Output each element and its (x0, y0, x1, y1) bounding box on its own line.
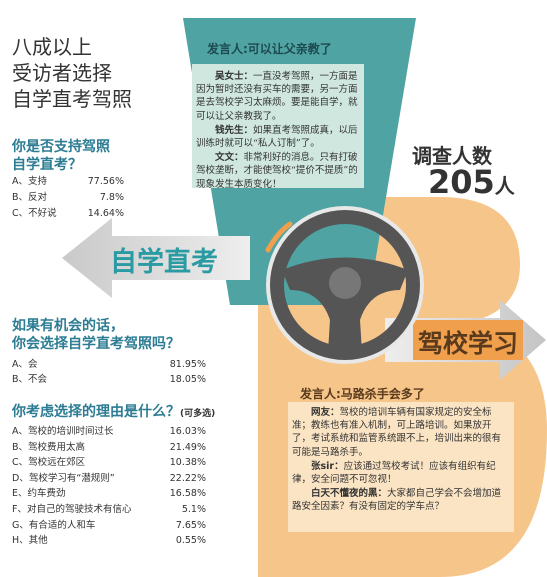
speaker-text: 非常利好的消息。只有打破驾校垄断，才能使驾校“提价不提质”的现象发生本质变化！ (196, 152, 358, 190)
title-line: 你是否支持驾照 (12, 139, 110, 155)
option-row: D、驾校学习有“潜规则” 22.22% (12, 472, 206, 486)
bottom-panel-heading: 发言人:马路杀手会多了 (300, 387, 425, 401)
option-label: C、不好说 (12, 208, 57, 219)
option-percent: 14.64% (87, 208, 124, 219)
option-percent: 7.8% (99, 192, 124, 203)
option-row: B、驾校费用太高 21.49% (12, 441, 206, 455)
option-label: C、驾校远在郊区 (12, 457, 86, 469)
option-label: F、对自己的驾驶技术有信心 (12, 504, 132, 515)
option-percent: 10.38% (169, 457, 206, 469)
title-line: 如果有机会的话， (12, 318, 124, 334)
speaker-paragraph: 网友：驾校的培训车辆有国家规定的安全标准；教练也有准入机制，可上路培训。如果放开… (292, 406, 510, 459)
left-arrow (62, 218, 250, 298)
q1-title: 你是否支持驾照 自学直考？ (12, 138, 110, 174)
survey-label: 调查人数 (412, 144, 492, 168)
speaker-name: 钱先生： (215, 124, 254, 136)
survey-count: 205人 (428, 163, 515, 201)
option-row: A、会 81.95% (12, 358, 206, 372)
speaker-name: 文文： (215, 152, 244, 164)
option-row: F、对自己的驾驶技术有信心 5.1% (12, 503, 206, 517)
headline-line: 自学直考驾照 (12, 87, 132, 111)
option-row: C、驾校远在郊区 10.38% (12, 456, 206, 470)
option-label: G、有合适的人和车 (12, 519, 96, 531)
option-percent: 5.1% (181, 504, 206, 515)
title-line: 自学直考？ (12, 157, 82, 173)
option-label: A、会 (12, 359, 38, 370)
right-arrow-label: 驾校学习 (418, 329, 519, 358)
speaker-name: 网友： (311, 407, 340, 418)
unit: 人 (494, 174, 515, 198)
option-row: E、约车费劲 16.58% (12, 487, 206, 501)
speaker-paragraph: 钱先生：如果直考驾照成真，以后训练时就可以“私人订制”了。 (196, 124, 362, 150)
bottom-panel: 网友：驾校的培训车辆有国家规定的安全标准；教练也有准入机制，可上路培训。如果放开… (292, 406, 510, 515)
title-line: 你会选择自学直考驾照吗？ (12, 336, 180, 352)
option-row: A、支持 77.56% (12, 175, 124, 189)
top-panel-heading: 发言人:可以让父亲教了 (207, 42, 332, 56)
speaker-paragraph: 吴女士：一直没考驾照，一方面是因为暂时还没有买车的需要，另一方面是去驾校学习太麻… (196, 70, 362, 123)
top-text-box (192, 64, 364, 188)
option-percent: 18.05% (169, 374, 206, 385)
bottom-text-box (288, 402, 514, 532)
speaker-text: 应该通过驾校考试！应该有组织有纪律，安全问题不可忽视！ (292, 460, 496, 486)
option-label: B、不会 (12, 374, 48, 385)
option-label: A、支持 (12, 176, 47, 187)
speaker-paragraph: 文文：非常利好的消息。只有打破驾校垄断，才能使驾校“提价不提质”的现象发生本质变… (196, 151, 362, 191)
option-row: B、反对 7.8% (12, 191, 124, 205)
steering-wheel (265, 206, 424, 364)
option-label: B、驾校费用太高 (12, 441, 86, 453)
option-percent: 16.58% (169, 488, 206, 500)
right-arrow-label-box (413, 320, 523, 360)
q2-title: 如果有机会的话， 你会选择自学直考驾照吗？ (12, 317, 180, 353)
headline-line: 受访者选择 (12, 61, 112, 85)
option-label: A、驾校的培训时间过长 (12, 426, 114, 437)
speaker-text: 驾校的培训车辆有国家规定的安全标准；教练也有准入机制，可上路培训。如果放开了，考… (292, 407, 502, 458)
title: 你考虑选择的理由是什么？ (12, 404, 180, 420)
speaker-text: 如果直考驾照成真，以后训练时就可以“私人订制”了。 (196, 124, 358, 150)
speaker-name: 吴女士： (215, 71, 254, 82)
speaker-name: 白天不懂夜的黑： (311, 488, 388, 500)
option-percent: 16.03% (169, 426, 206, 437)
speaker-paragraph: 张sir：应该通过驾校考试！应该有组织有纪律，安全问题不可忽视！ (292, 460, 510, 486)
speaker-name: 张sir： (311, 460, 344, 472)
speaker-text: 一直没考驾照，一方面是因为暂时还没有买车的需要，另一方面是去驾校学习太麻烦。要是… (196, 71, 358, 122)
option-label: H、其他 (12, 535, 48, 547)
option-percent: 77.56% (87, 176, 124, 187)
speaker-paragraph: 白天不懂夜的黑：大家都自己学会不会增加道路安全因素？有没有固定的学车点？ (292, 487, 510, 513)
option-percent: 0.55% (175, 535, 206, 547)
option-label: E、约车费劲 (12, 488, 66, 500)
speaker-text: 大家都自己学会不会增加道路安全因素？有没有固定的学车点？ (292, 488, 502, 513)
top-panel: 吴女士：一直没考驾照，一方面是因为暂时还没有买车的需要，另一方面是去驾校学习太麻… (196, 70, 362, 192)
count: 205 (428, 163, 495, 201)
option-percent: 81.95% (169, 359, 206, 370)
left-arrow-label: 自学直考 (110, 247, 218, 278)
option-row: A、驾校的培训时间过长 16.03% (12, 425, 206, 439)
option-percent: 7.65% (175, 519, 206, 531)
option-label: B、反对 (12, 192, 48, 203)
option-percent: 22.22% (169, 472, 206, 484)
option-row: C、不好说 14.64% (12, 207, 124, 221)
option-row: G、有合适的人和车 7.65% (12, 519, 206, 533)
option-row: H、其他 0.55% (12, 534, 206, 548)
q3-title: 你考虑选择的理由是什么？(可多选) (12, 403, 215, 423)
option-percent: 21.49% (169, 441, 206, 453)
option-label: D、驾校学习有“潜规则” (12, 472, 115, 484)
headline: 八成以上 受访者选择 自学直考驾照 (12, 34, 132, 112)
note: (可多选) (180, 409, 216, 419)
headline-line: 八成以上 (12, 35, 92, 59)
option-row: B、不会 18.05% (12, 373, 206, 387)
